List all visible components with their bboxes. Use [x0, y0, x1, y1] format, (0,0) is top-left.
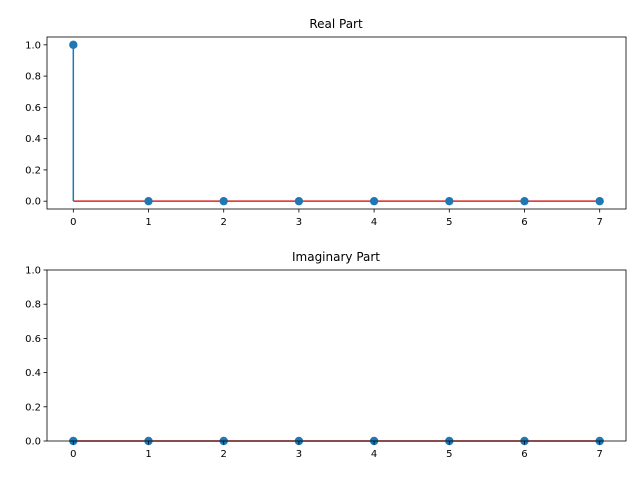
- real-part-stem-marker: [219, 196, 228, 206]
- real-part-x-tick-label: 2: [221, 217, 227, 228]
- real-part-x-tick-label: 1: [145, 217, 151, 228]
- real-part-axes: Real Part 0.0 0.2 0.4 0.6 0.8 1.0 0 1 2 3 4 5 6 7: [25, 17, 627, 228]
- real-part-x-tick-label: 7: [596, 217, 602, 228]
- imaginary-part-y-tick-label: 0.0: [25, 437, 41, 448]
- real-part-x-tick-label: 3: [296, 217, 302, 228]
- real-part-stem-marker: [294, 196, 304, 206]
- imaginary-part-title: Imaginary Part: [292, 250, 380, 264]
- real-part-x-tick-label: 4: [371, 217, 377, 228]
- real-part-marks: [69, 40, 604, 206]
- real-part-y-tick-label: 0.6: [25, 103, 41, 114]
- imaginary-part-x-tick-label: 3: [296, 449, 302, 460]
- real-part-y-tick-label: 1.0: [25, 40, 41, 51]
- real-part-x-tick-label: 6: [521, 217, 527, 228]
- real-part-y-tick-label: 0.0: [25, 197, 41, 208]
- real-part-stem-marker: [520, 196, 529, 206]
- imaginary-part-x-tick-label: 7: [596, 449, 602, 460]
- imaginary-part-x-tick-label: 0: [70, 449, 76, 460]
- real-part-stem-marker: [445, 196, 454, 206]
- real-part-y-tick-label: 0.4: [25, 134, 41, 145]
- imaginary-part-x-tick-label: 2: [221, 449, 227, 460]
- real-part-y-tick-label: 0.8: [25, 72, 41, 83]
- imaginary-part-y-tick-label: 0.4: [25, 368, 41, 379]
- real-part-x-tick-label: 0: [70, 217, 76, 228]
- imaginary-part-x-tick-label: 1: [145, 449, 151, 460]
- imaginary-part-y-tick-label: 1.0: [25, 266, 41, 277]
- real-part-y-tick-label: 0.2: [25, 165, 41, 176]
- real-part-stem-marker: [144, 196, 153, 206]
- real-part-x-axis: 0 1 2 3 4 5 6 7: [70, 209, 603, 228]
- imaginary-part-frame: [46, 269, 627, 442]
- real-part-y-axis: 0.0 0.2 0.4 0.6 0.8 1.0: [25, 40, 47, 208]
- real-part-x-tick-label: 5: [446, 217, 452, 228]
- imaginary-part-y-tick-label: 0.8: [25, 300, 41, 311]
- imaginary-part-y-tick-label: 0.6: [25, 334, 41, 345]
- real-part-frame: [46, 36, 627, 210]
- real-part-stem-marker: [595, 196, 604, 206]
- imaginary-part-x-tick-label: 4: [371, 449, 377, 460]
- real-part-stem-marker: [369, 196, 379, 206]
- imaginary-part-y-tick-label: 0.2: [25, 402, 41, 413]
- imaginary-part-x-tick-label: 6: [521, 449, 527, 460]
- imaginary-part-x-axis: 0 1 2 3 4 5 6 7: [70, 441, 603, 460]
- real-part-stem-marker: [69, 40, 78, 50]
- imaginary-part-x-tick-label: 5: [446, 449, 452, 460]
- imaginary-part-y-axis: 0.0 0.2 0.4 0.6 0.8 1.0: [25, 266, 47, 448]
- real-part-title: Real Part: [309, 17, 363, 31]
- imaginary-part-axes: Imaginary Part 0.0 0.2 0.4 0.6 0.8 1.0 0 1 2 3 4 5…: [25, 250, 627, 460]
